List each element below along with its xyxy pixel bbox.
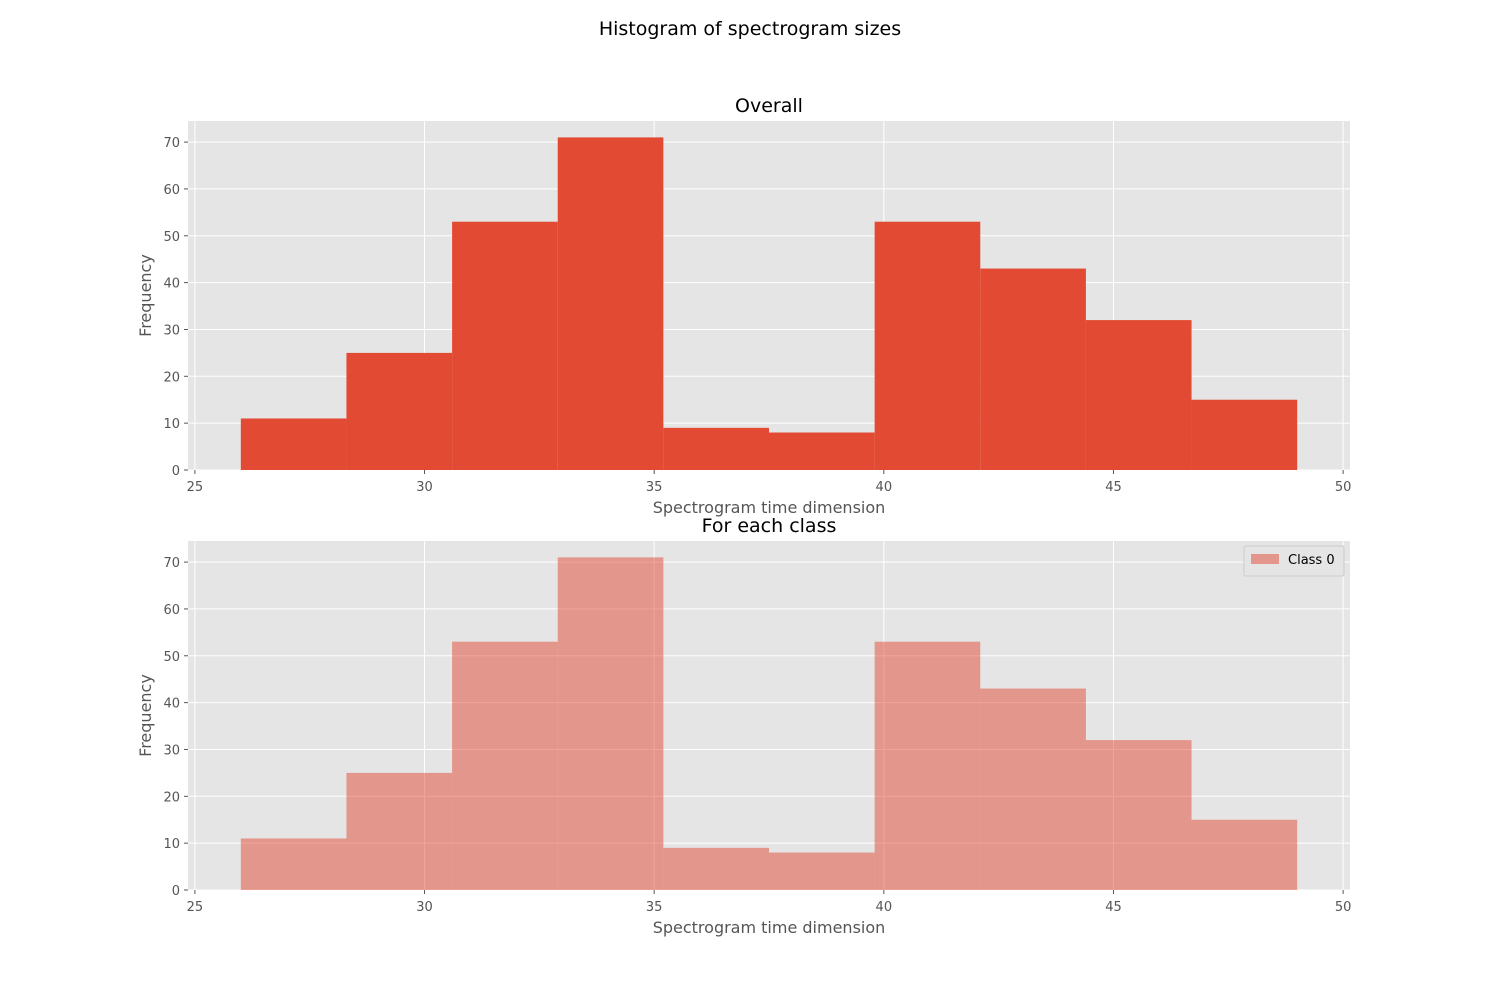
y-tick-label: 0 xyxy=(172,464,180,479)
subplot-title: For each class xyxy=(702,515,837,537)
x-tick-label: 40 xyxy=(876,900,893,915)
figure-title: Histogram of spectrogram sizes xyxy=(599,18,901,40)
y-tick-label: 70 xyxy=(163,556,180,571)
histogram-bar xyxy=(452,221,558,470)
y-tick-label: 70 xyxy=(163,136,180,151)
histogram-bar xyxy=(874,641,981,890)
subplot-title: Overall xyxy=(735,95,803,117)
y-tick-label: 10 xyxy=(163,417,180,432)
x-tick-label: 35 xyxy=(646,480,663,495)
histogram-bar xyxy=(769,852,875,890)
y-tick-label: 50 xyxy=(163,230,180,245)
y-tick-label: 30 xyxy=(163,743,180,758)
y-axis-label: Frequency xyxy=(136,674,155,757)
y-tick-label: 60 xyxy=(163,183,180,198)
y-tick-label: 50 xyxy=(163,650,180,665)
y-tick-label: 20 xyxy=(163,370,180,385)
y-tick-label: 30 xyxy=(163,323,180,338)
y-tick-label: 40 xyxy=(163,277,180,292)
histogram-bar xyxy=(346,352,453,470)
x-tick-label: 25 xyxy=(187,480,204,495)
y-tick-label: 40 xyxy=(163,697,180,712)
x-tick-label: 30 xyxy=(416,480,433,495)
histogram-bar xyxy=(980,688,1086,890)
per-class-histogram-panel: 25 30 35 40 45 50 0 10 20 30 40 50 60 70 For each clas… xyxy=(136,515,1351,937)
histogram-bar xyxy=(557,557,664,890)
x-tick-label: 50 xyxy=(1335,900,1352,915)
x-tick-label: 45 xyxy=(1105,480,1122,495)
histogram-bar xyxy=(1085,740,1192,890)
histogram-bar xyxy=(240,418,347,470)
x-tick-label: 30 xyxy=(416,900,433,915)
y-axis-label: Frequency xyxy=(136,254,155,337)
histogram-bar xyxy=(663,427,769,470)
x-tick-label: 40 xyxy=(876,480,893,495)
histogram-bar xyxy=(346,772,453,890)
histogram-bar xyxy=(1085,320,1192,470)
x-tick-label: 45 xyxy=(1105,900,1122,915)
y-tick-label: 0 xyxy=(172,884,180,899)
x-axis-label: Spectrogram time dimension xyxy=(653,498,886,517)
histogram-bar xyxy=(240,838,347,890)
overall-histogram-panel: 25 30 35 40 45 50 0 10 20 30 40 50 60 70 Overall Spectr… xyxy=(136,95,1351,517)
histogram-bar xyxy=(980,268,1086,470)
y-tick-label: 20 xyxy=(163,790,180,805)
histogram-bar xyxy=(663,847,769,890)
legend: Class 0 xyxy=(1243,545,1345,577)
histogram-bar xyxy=(1191,399,1298,470)
histogram-bar xyxy=(769,432,875,470)
x-tick-label: 25 xyxy=(187,900,204,915)
histogram-bar xyxy=(874,221,981,470)
y-tick-label: 10 xyxy=(163,837,180,852)
legend-swatch xyxy=(1251,554,1279,564)
y-tick-label: 60 xyxy=(163,603,180,618)
histogram-bar xyxy=(452,641,558,890)
x-tick-label: 50 xyxy=(1335,480,1352,495)
x-axis-label: Spectrogram time dimension xyxy=(653,918,886,937)
x-tick-label: 35 xyxy=(646,900,663,915)
histogram-bar xyxy=(557,137,664,470)
histogram-bar xyxy=(1191,819,1298,890)
legend-label: Class 0 xyxy=(1288,553,1335,568)
legend-box xyxy=(1243,545,1345,577)
